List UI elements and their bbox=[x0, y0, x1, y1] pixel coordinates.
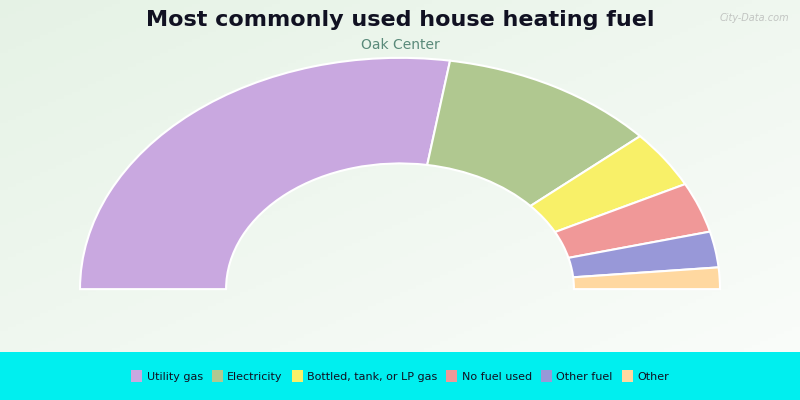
Wedge shape bbox=[555, 184, 710, 258]
Wedge shape bbox=[427, 61, 640, 206]
Legend: Utility gas, Electricity, Bottled, tank, or LP gas, No fuel used, Other fuel, Ot: Utility gas, Electricity, Bottled, tank,… bbox=[128, 367, 672, 385]
Text: Oak Center: Oak Center bbox=[361, 38, 439, 52]
Text: Most commonly used house heating fuel: Most commonly used house heating fuel bbox=[146, 10, 654, 30]
Wedge shape bbox=[573, 267, 720, 289]
Text: City-Data.com: City-Data.com bbox=[720, 12, 790, 22]
Wedge shape bbox=[80, 58, 450, 289]
Wedge shape bbox=[530, 136, 685, 232]
Wedge shape bbox=[569, 232, 718, 277]
